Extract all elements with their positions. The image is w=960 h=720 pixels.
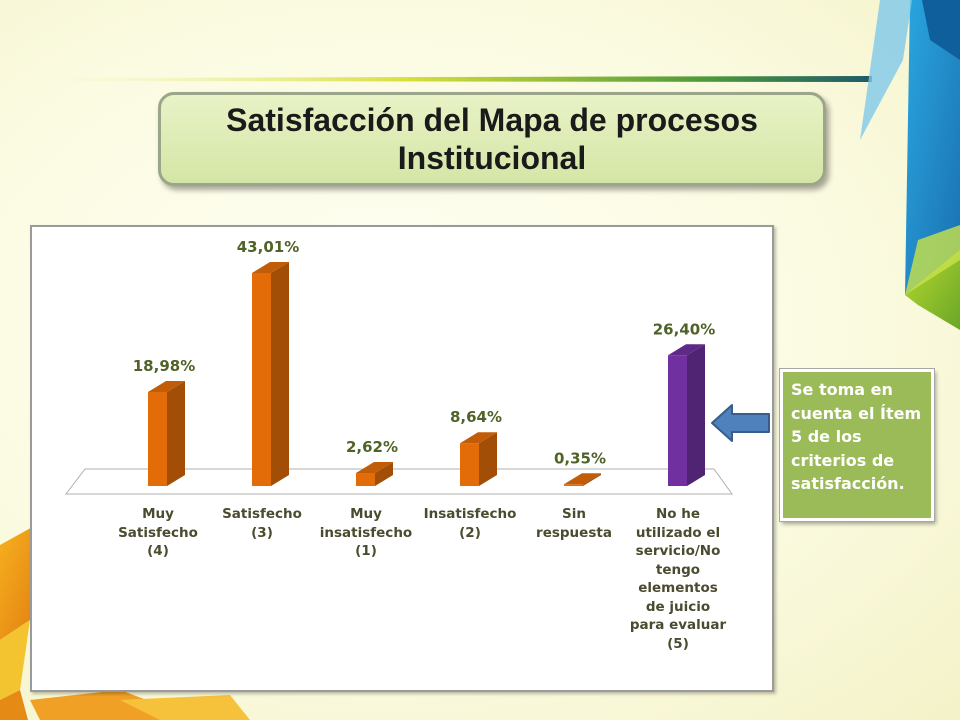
category-label-5: Sin respuesta: [536, 506, 612, 541]
left-arrow-icon: [711, 404, 770, 442]
data-label-5: 0,35%: [554, 449, 606, 467]
data-label-3: 2,62%: [346, 438, 398, 456]
bar-5: [564, 473, 601, 486]
category-label-4: Insatisfecho (2): [423, 506, 517, 541]
data-label-6: 26,40%: [653, 320, 715, 338]
bar-6: [668, 344, 705, 486]
category-label-1: Muy Satisfecho (4): [118, 506, 198, 559]
title-banner: Satisfacción del Mapa de procesos Instit…: [158, 92, 826, 186]
bar-chart: 18,98% 43,01% 2,62% 8,64% 0,35% 26,40%: [64, 238, 733, 495]
data-label-1: 18,98%: [133, 357, 195, 375]
category-label-2: Satisfecho (3): [222, 506, 302, 541]
top-right-logo-shape: [860, 0, 960, 330]
category-label-3: Muy insatisfecho (1): [319, 506, 413, 559]
note-box: Se toma en cuenta el Ítem 5 de los crite…: [780, 369, 934, 521]
slide-title: Satisfacción del Mapa de procesos Instit…: [226, 102, 758, 176]
header-rule: [28, 76, 872, 82]
note-text: Se toma en cuenta el Ítem 5 de los crite…: [791, 380, 922, 493]
bar-4: [460, 432, 497, 486]
data-label-4: 8,64%: [450, 408, 502, 426]
bar-3: [356, 462, 393, 486]
category-label-6: No he utilizado el servicio/No tengo ele…: [629, 506, 727, 652]
data-label-2: 43,01%: [237, 238, 299, 256]
bar-2: [252, 262, 289, 486]
bar-1: [148, 381, 185, 486]
chart-frame: 18,98% 43,01% 2,62% 8,64% 0,35% 26,40% Muy Sa…: [30, 225, 774, 692]
